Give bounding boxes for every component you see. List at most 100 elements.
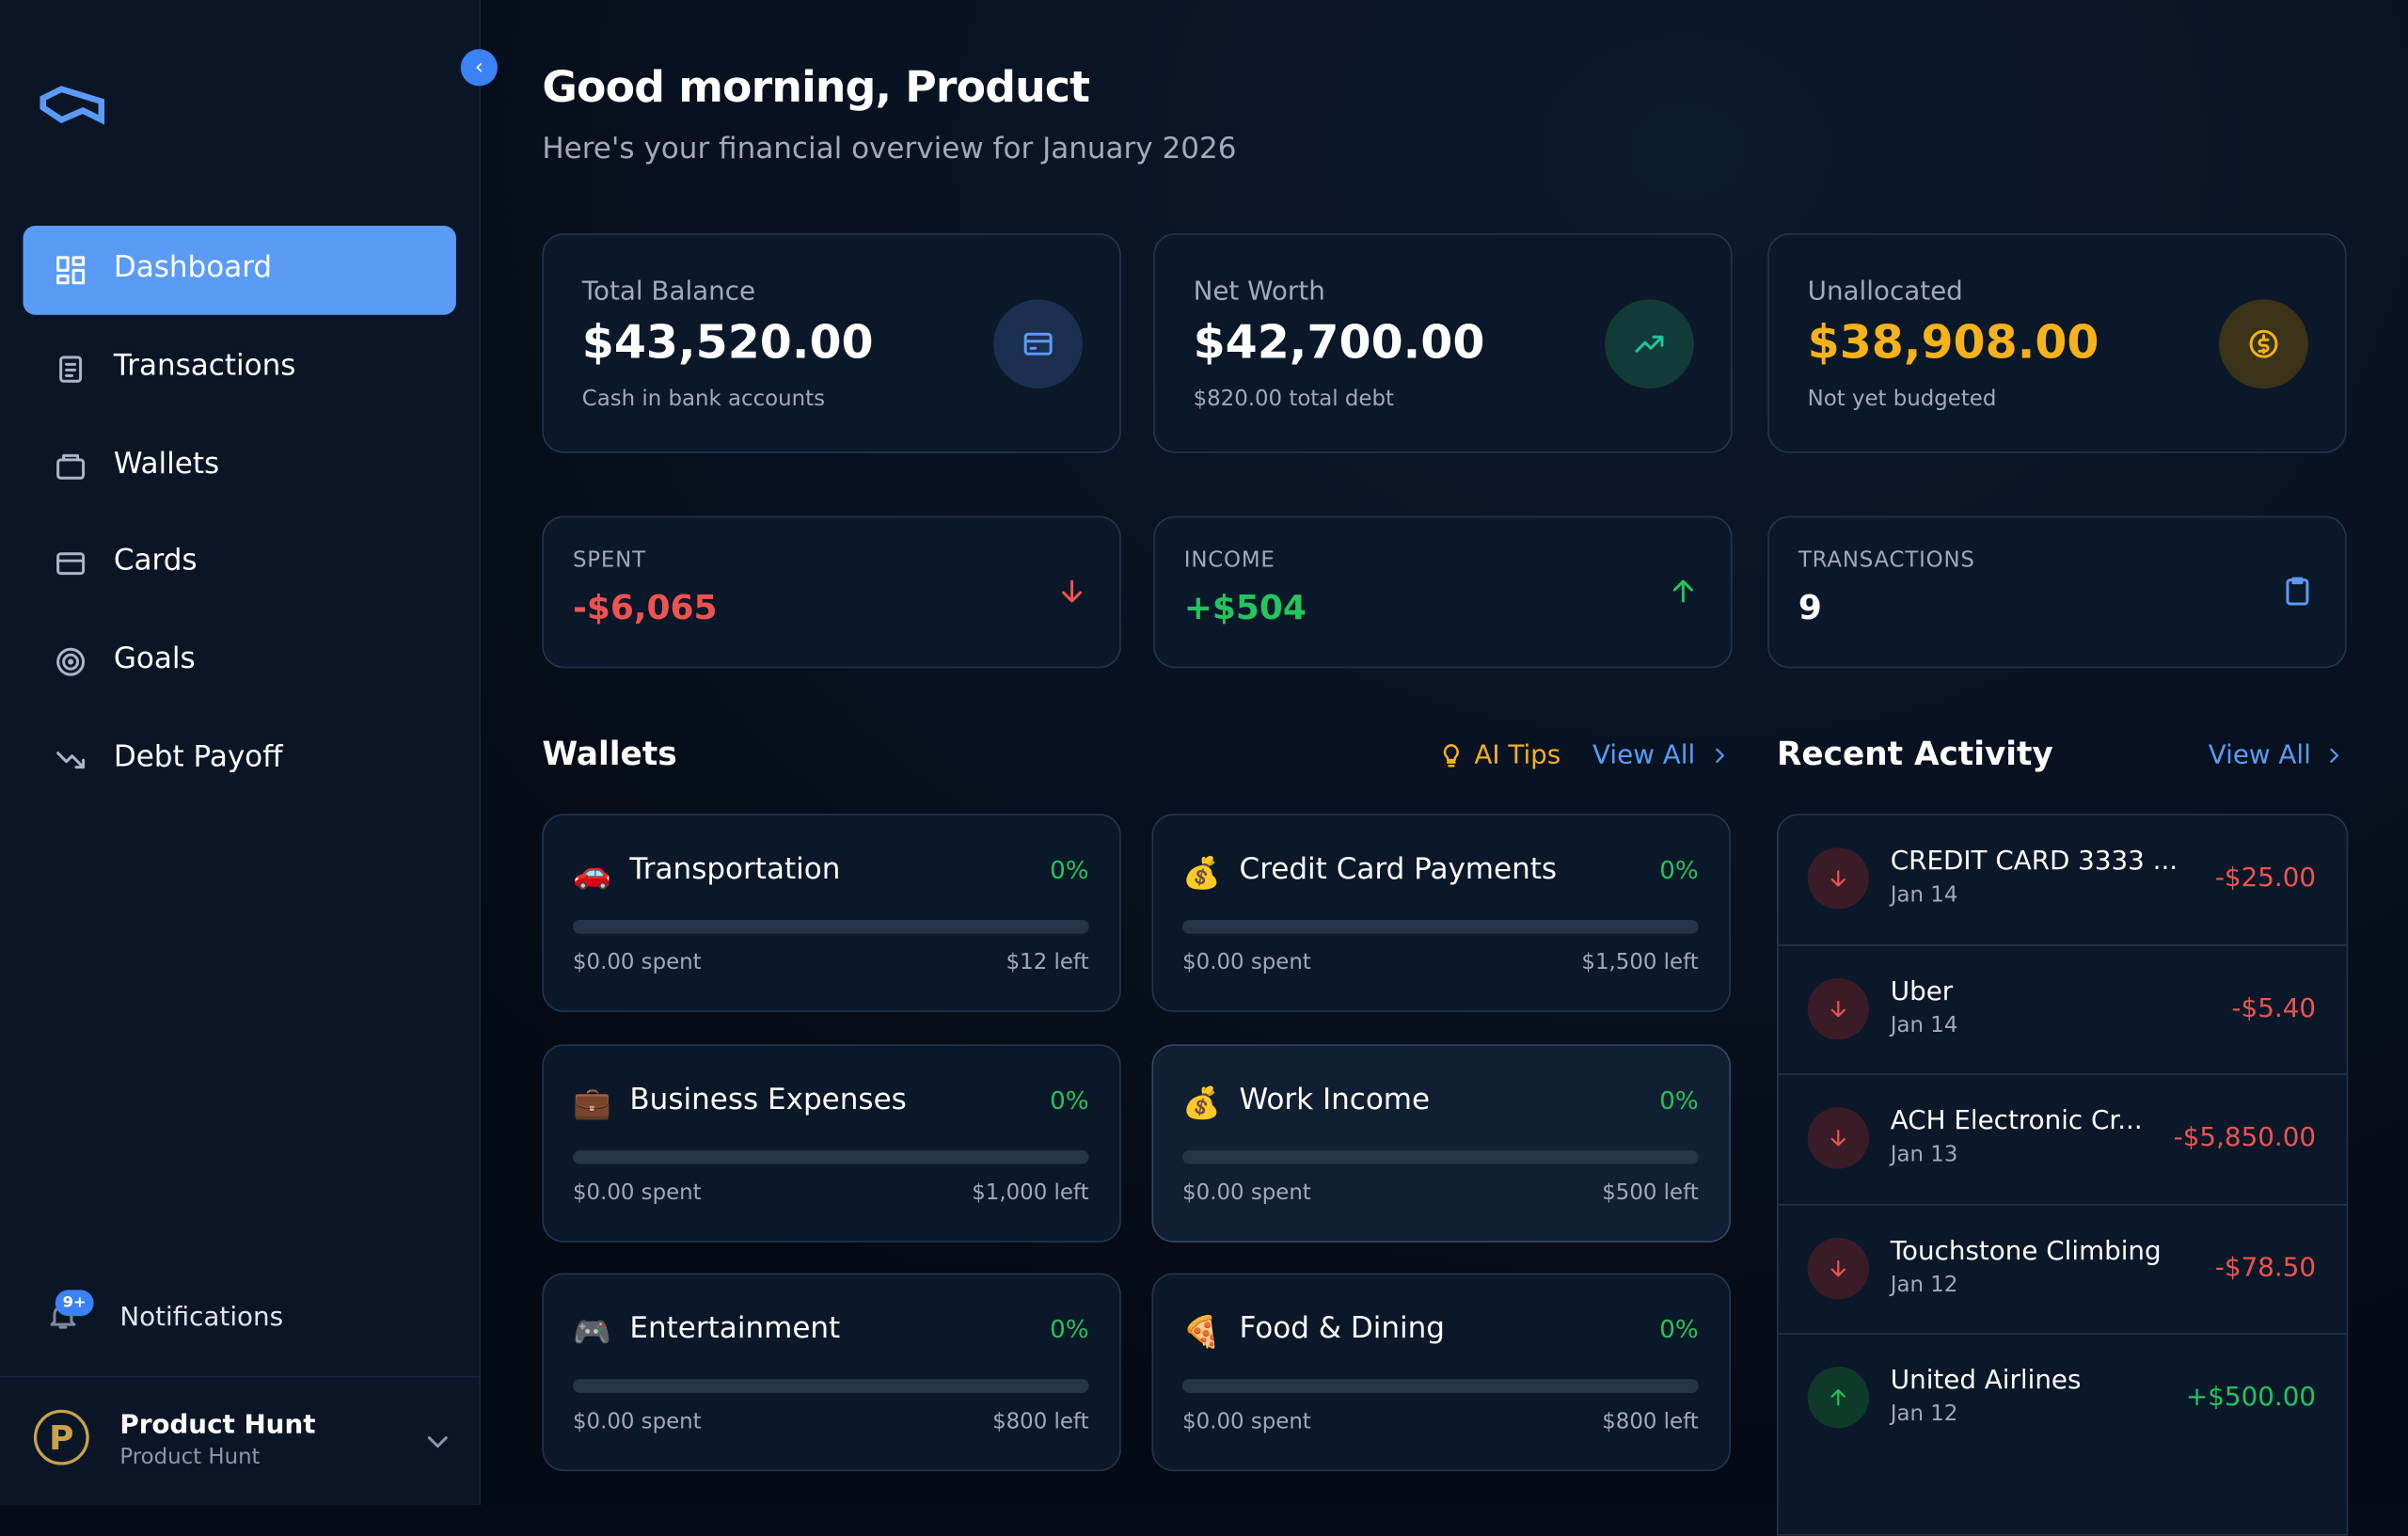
nav-active-bg[interactable] xyxy=(23,225,456,315)
row-divider xyxy=(1778,943,2347,945)
wallet-spent: $0.00 spent xyxy=(1182,950,1311,975)
wallet-percent: 0% xyxy=(1050,855,1089,885)
nav-icon xyxy=(54,645,87,685)
metric-value: 9 xyxy=(1798,589,1822,628)
activity-name[interactable]: CREDIT CARD 3333 ... xyxy=(1890,846,2178,878)
wallet-spent: $0.00 spent xyxy=(1182,1180,1311,1205)
wallet-card[interactable] xyxy=(542,1043,1121,1242)
nav-icon xyxy=(54,352,87,391)
summary-icon xyxy=(2219,299,2308,389)
wallet-card[interactable] xyxy=(542,1273,1121,1472)
row-divider xyxy=(1778,1203,2347,1205)
ai-tips-icon[interactable] xyxy=(1437,742,1465,776)
wallet-icon: 🍕 xyxy=(1182,1312,1221,1351)
wallet-spent: $0.00 spent xyxy=(572,950,702,975)
wallet-card[interactable] xyxy=(1151,1273,1731,1472)
ai-tips[interactable]: AI Tips xyxy=(1474,739,1561,771)
nav-item[interactable]: Transactions xyxy=(113,348,296,383)
activity-icon xyxy=(1807,1367,1869,1429)
activity-date: Jan 12 xyxy=(1890,1401,1958,1427)
summary-label: Net Worth xyxy=(1193,276,1325,308)
activity-date: Jan 12 xyxy=(1890,1272,1958,1297)
activity-amount: -$78.50 xyxy=(2214,1252,2317,1284)
metric-card xyxy=(542,515,1121,669)
wallet-left: $800 left xyxy=(992,1409,1089,1434)
nav-icon xyxy=(54,253,87,293)
wallet-icon: 🎮 xyxy=(572,1312,611,1351)
summary-icon xyxy=(1605,299,1694,389)
activity-amount: -$5,850.00 xyxy=(2173,1122,2317,1154)
wallet-spent: $0.00 spent xyxy=(1182,1409,1311,1434)
profile-chevron[interactable] xyxy=(420,1425,454,1465)
wallet-spent: $0.00 spent xyxy=(572,1180,702,1205)
wallet-card[interactable] xyxy=(542,814,1121,1012)
activity-amount: +$500.00 xyxy=(2186,1382,2317,1414)
notifications[interactable]: Notifications xyxy=(119,1302,284,1334)
activity-date: Jan 13 xyxy=(1890,1142,1958,1167)
collapse-button[interactable]: ‹ xyxy=(460,49,498,87)
summary-note: Not yet budgeted xyxy=(1807,387,1997,412)
summary-value: $43,520.00 xyxy=(581,316,874,371)
nav-item[interactable]: Wallets xyxy=(113,446,220,481)
wallet-percent: 0% xyxy=(1659,1085,1699,1115)
activity-name[interactable]: Touchstone Climbing xyxy=(1890,1235,2162,1267)
wallet-percent: 0% xyxy=(1050,1085,1089,1115)
summary-label: Unallocated xyxy=(1807,276,1963,308)
wallet-progress xyxy=(1182,919,1699,934)
activity-icon xyxy=(1807,847,1869,910)
wallet-name: Credit Card Payments xyxy=(1239,852,1558,887)
nav-icon xyxy=(54,547,87,587)
chevron[interactable] xyxy=(1708,743,1733,774)
activity-date: Jan 14 xyxy=(1890,1012,1958,1037)
row-divider xyxy=(1778,1073,2347,1075)
wallet-left: $12 left xyxy=(1006,950,1089,975)
nav-icon xyxy=(54,450,87,489)
wallet-icon: 🚗 xyxy=(572,853,611,891)
wallet-left: $1,500 left xyxy=(1581,950,1699,975)
wallet-card[interactable] xyxy=(1151,1043,1731,1242)
badge: 9+ xyxy=(55,1290,94,1317)
summary-label: Total Balance xyxy=(581,276,756,308)
metric-label: SPENT xyxy=(572,547,646,573)
wallet-name: Food & Dining xyxy=(1239,1311,1445,1346)
nav-item[interactable]: Cards xyxy=(113,544,198,578)
wallet-spent: $0.00 spent xyxy=(572,1409,702,1434)
avatar[interactable]: P xyxy=(33,1409,89,1465)
wallet-name: Entertainment xyxy=(629,1311,841,1346)
wallet-percent: 0% xyxy=(1659,1314,1699,1344)
nav-item[interactable]: Debt Payoff xyxy=(113,739,283,774)
summary-note: $820.00 total debt xyxy=(1193,387,1394,412)
activity-name[interactable]: Uber xyxy=(1890,975,1954,1007)
nav-item[interactable]: Dashboard xyxy=(113,250,273,285)
summary-icon xyxy=(993,299,1084,389)
wallet-percent: 0% xyxy=(1050,1314,1089,1344)
logo-icon xyxy=(40,86,105,125)
row-divider xyxy=(1778,1333,2347,1335)
wallet-percent: 0% xyxy=(1659,855,1699,885)
wallet-left: $1,000 left xyxy=(972,1180,1089,1205)
section-title: Wallets xyxy=(542,736,677,773)
wallet-progress xyxy=(1182,1149,1699,1164)
wallet-name: Transportation xyxy=(629,852,841,887)
chevron[interactable] xyxy=(2322,743,2347,774)
view-all[interactable]: View All xyxy=(1592,739,1696,771)
activity-icon xyxy=(1807,977,1869,1039)
divider xyxy=(0,1375,480,1378)
metric-value: -$6,065 xyxy=(572,589,718,628)
wallet-progress xyxy=(572,1149,1089,1164)
metric-value: +$504 xyxy=(1183,589,1307,628)
metric-card xyxy=(1153,515,1733,669)
profile-name: Product Hunt xyxy=(119,1409,316,1441)
wallet-progress xyxy=(572,919,1089,934)
metric-icon xyxy=(1055,575,1089,614)
activity-name[interactable]: United Airlines xyxy=(1890,1365,2082,1397)
summary-value: $38,908.00 xyxy=(1807,316,2099,371)
wallet-name: Business Expenses xyxy=(629,1082,907,1116)
activity-name[interactable]: ACH Electronic Cr... xyxy=(1890,1105,2143,1137)
nav-item[interactable]: Goals xyxy=(113,641,196,676)
wallet-icon: 💰 xyxy=(1182,853,1221,891)
view-all[interactable]: View All xyxy=(2208,739,2311,771)
wallet-card[interactable] xyxy=(1151,814,1731,1012)
wallet-left: $500 left xyxy=(1602,1180,1699,1205)
activity-amount: -$25.00 xyxy=(2214,863,2317,895)
